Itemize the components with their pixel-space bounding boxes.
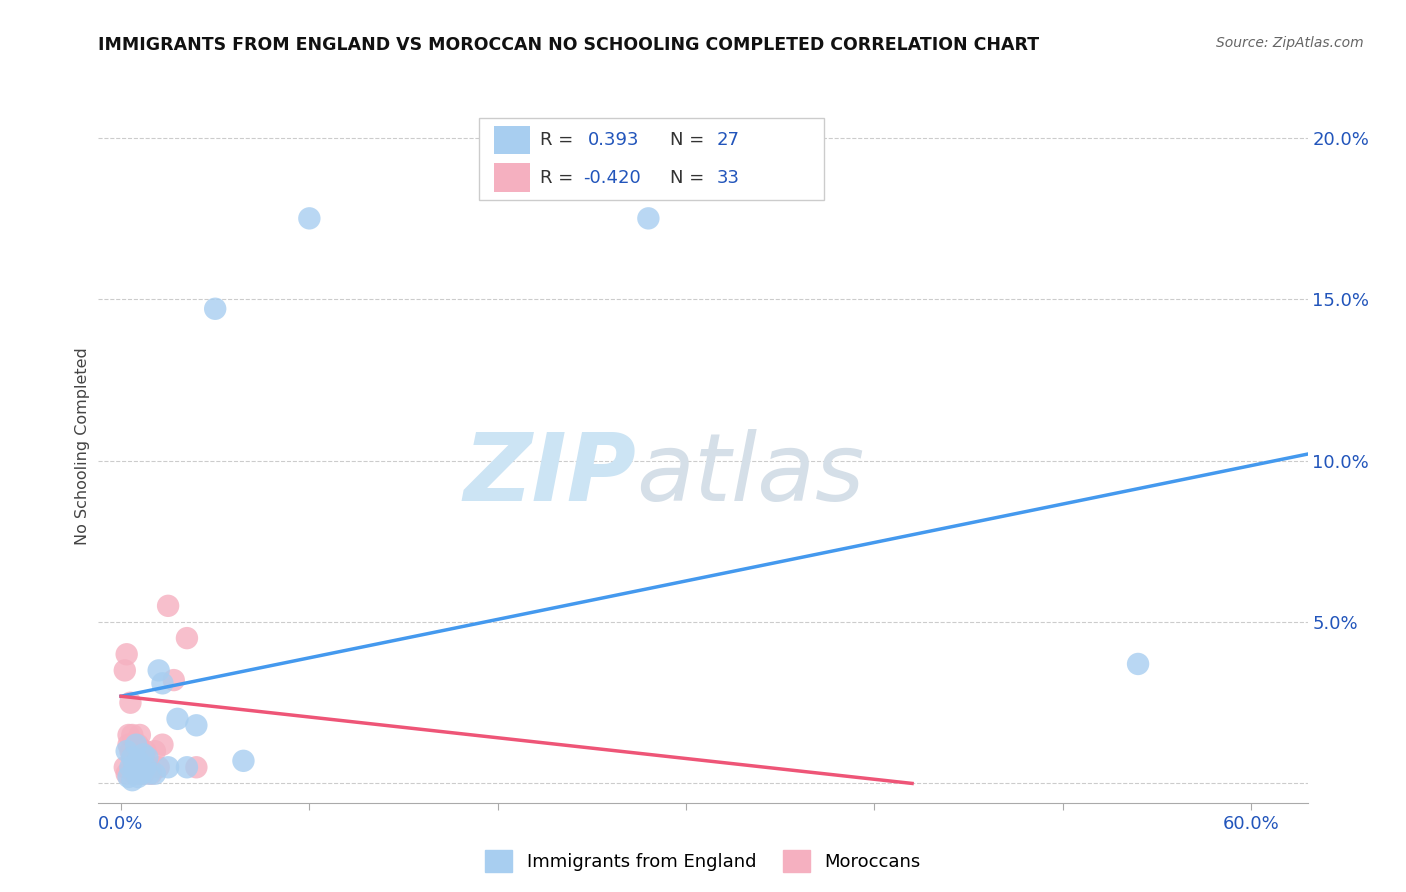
Text: ZIP: ZIP	[464, 428, 637, 521]
Point	[232, 754, 254, 768]
Point	[117, 728, 139, 742]
Point	[148, 760, 170, 774]
Point	[176, 760, 198, 774]
Point	[125, 760, 148, 774]
Text: 33: 33	[716, 169, 740, 186]
Point	[143, 766, 166, 780]
Point	[157, 760, 180, 774]
Point	[134, 760, 156, 774]
FancyBboxPatch shape	[494, 126, 530, 154]
Point	[1126, 657, 1149, 671]
Point	[166, 712, 188, 726]
Text: Source: ZipAtlas.com: Source: ZipAtlas.com	[1216, 36, 1364, 50]
Point	[157, 599, 180, 613]
Point	[127, 770, 149, 784]
Point	[132, 766, 155, 780]
Point	[138, 760, 160, 774]
Point	[128, 728, 150, 742]
Point	[122, 760, 145, 774]
Point	[122, 760, 145, 774]
Point	[125, 738, 148, 752]
Point	[186, 760, 208, 774]
Point	[128, 750, 150, 764]
Point	[117, 770, 139, 784]
Point	[115, 647, 138, 661]
Point	[176, 631, 198, 645]
Point	[127, 754, 149, 768]
Point	[122, 766, 145, 780]
Point	[121, 773, 143, 788]
Point	[127, 738, 149, 752]
Point	[131, 766, 153, 780]
Point	[114, 760, 136, 774]
Text: N =: N =	[671, 169, 710, 186]
Point	[136, 760, 159, 774]
Text: -0.420: -0.420	[583, 169, 641, 186]
Point	[141, 766, 163, 780]
Point	[120, 696, 142, 710]
Legend: Immigrants from England, Moroccans: Immigrants from England, Moroccans	[478, 843, 928, 880]
Text: IMMIGRANTS FROM ENGLAND VS MOROCCAN NO SCHOOLING COMPLETED CORRELATION CHART: IMMIGRANTS FROM ENGLAND VS MOROCCAN NO S…	[98, 36, 1039, 54]
Text: atlas: atlas	[637, 429, 865, 520]
Point	[132, 750, 155, 764]
Point	[115, 744, 138, 758]
Point	[134, 744, 156, 758]
Point	[136, 750, 159, 764]
Point	[117, 738, 139, 752]
Point	[127, 766, 149, 780]
Point	[152, 738, 174, 752]
Point	[132, 747, 155, 762]
Text: 0.393: 0.393	[588, 131, 640, 149]
Y-axis label: No Schooling Completed: No Schooling Completed	[75, 347, 90, 545]
Point	[121, 750, 143, 764]
Point	[115, 766, 138, 780]
Point	[121, 750, 143, 764]
FancyBboxPatch shape	[494, 163, 530, 192]
Point	[138, 766, 160, 780]
Point	[186, 718, 208, 732]
Point	[637, 211, 659, 226]
Point	[298, 211, 321, 226]
Point	[163, 673, 186, 687]
Point	[152, 676, 174, 690]
Point	[143, 744, 166, 758]
Point	[128, 757, 150, 772]
FancyBboxPatch shape	[479, 118, 824, 200]
Text: 27: 27	[716, 131, 740, 149]
Text: R =: R =	[540, 169, 579, 186]
Point	[131, 760, 153, 774]
Text: N =: N =	[671, 131, 710, 149]
Point	[120, 760, 142, 774]
Point	[121, 728, 143, 742]
Point	[114, 664, 136, 678]
Point	[131, 766, 153, 780]
Point	[148, 664, 170, 678]
Point	[204, 301, 226, 316]
Point	[120, 744, 142, 758]
Text: R =: R =	[540, 131, 579, 149]
Point	[125, 744, 148, 758]
